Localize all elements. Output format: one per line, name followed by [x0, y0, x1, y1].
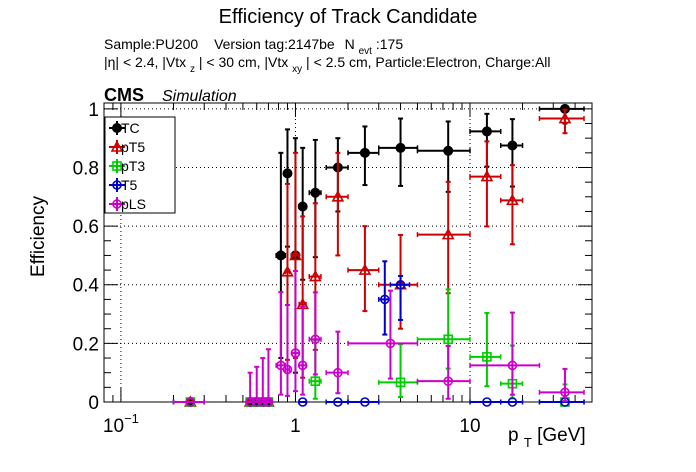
data-point — [297, 397, 308, 407]
data-point — [380, 294, 390, 305]
data-point — [289, 248, 302, 261]
data-point — [482, 352, 492, 362]
data-point — [385, 338, 396, 349]
data-point — [359, 147, 370, 158]
data-point — [331, 190, 345, 202]
data-point — [395, 279, 406, 290]
data-point — [263, 397, 274, 407]
x-axis-title-unit: [GeV] — [537, 425, 586, 446]
y-axis-title: Efficiency — [28, 196, 49, 277]
y-tick-label: 0.2 — [73, 334, 99, 355]
legend-label: pLS — [121, 196, 146, 212]
data-point — [282, 364, 293, 375]
legend-label: TC — [121, 120, 140, 136]
y-tick-label: 0 — [88, 393, 99, 414]
legend-entry-t5: T5 — [109, 177, 138, 193]
x-tick-label: 1 — [290, 416, 301, 437]
data-point — [507, 397, 518, 407]
tick-labels: 0 0.2 0.4 0.6 0.8 1 10−1 1 10 — [73, 100, 481, 437]
legend-entry-tc: TC — [109, 120, 140, 136]
data-point — [506, 193, 519, 206]
x-axis-title-sub: T — [524, 435, 532, 450]
legend-label: pT3 — [121, 158, 145, 174]
y-tick-label: 1 — [88, 100, 99, 121]
legend-marker — [112, 123, 122, 133]
subtitle-line-1: Sample:PU200 Version tag:2147be N evt :1… — [104, 36, 403, 57]
legend-entry-pt5: pT5 — [109, 139, 145, 155]
data-point — [185, 397, 196, 407]
data-point — [333, 367, 343, 378]
data-point — [282, 168, 293, 179]
data-point — [480, 169, 494, 182]
data-point — [308, 269, 322, 282]
version-label: Version tag:2147be — [214, 36, 335, 52]
cut-eta: |η| < 2.4, |Vtx — [104, 54, 186, 70]
chart-title: Efficiency of Track Candidate — [219, 6, 478, 28]
x-tick-label: 10 — [459, 416, 480, 437]
data-point — [358, 263, 372, 275]
nevt-label: N — [345, 36, 355, 52]
nevt-value: :175 — [376, 36, 403, 52]
legend-entry-pls: pLS — [109, 196, 146, 212]
data-point — [275, 250, 286, 261]
axis-ticks — [103, 103, 593, 403]
data-point — [290, 348, 301, 358]
data-series — [172, 103, 585, 407]
data-point — [310, 376, 321, 386]
data-point — [443, 145, 454, 156]
data-point — [507, 360, 518, 371]
data-point — [395, 142, 406, 153]
data-point — [395, 377, 406, 388]
nevt-sub: evt — [359, 46, 373, 57]
x-tick-label: 10−1 — [103, 411, 139, 437]
data-point — [441, 227, 455, 240]
sample-label: Sample:PU200 — [104, 36, 198, 52]
simulation-label: Simulation — [162, 88, 237, 105]
y-tick-label: 0.4 — [73, 276, 100, 297]
cms-label: CMS — [104, 85, 144, 105]
data-point — [297, 360, 308, 371]
legend-marker — [110, 140, 124, 152]
data-point — [281, 265, 294, 277]
legend: TC pT5 pT3 T5 pLS — [104, 116, 176, 214]
x-axis-title: p T [GeV] — [508, 425, 586, 452]
legend-label: T5 — [121, 177, 138, 193]
data-point — [310, 334, 321, 345]
cut-z-sub: z — [190, 64, 195, 75]
cut-rest: | < 2.5 cm, Particle:Electron, Charge:Al… — [306, 54, 550, 70]
data-point — [333, 397, 343, 407]
data-point — [360, 397, 370, 407]
data-point — [482, 397, 492, 407]
data-point — [443, 334, 453, 345]
data-point — [558, 111, 572, 124]
legend-marker — [112, 199, 122, 209]
data-point — [276, 360, 286, 371]
data-point — [297, 201, 308, 212]
legend-marker — [112, 180, 122, 190]
data-point — [443, 376, 453, 386]
x-axis-title-base: p — [508, 425, 519, 446]
y-tick-label: 0.6 — [73, 217, 99, 238]
legend-label: pT5 — [121, 139, 145, 155]
legend-marker — [112, 161, 122, 171]
data-point — [481, 126, 492, 137]
legend-entry-pt3: pT3 — [109, 158, 145, 174]
data-point — [560, 387, 570, 398]
series-pls — [172, 269, 585, 407]
data-point — [310, 187, 321, 198]
y-tick-label: 0.8 — [73, 158, 99, 179]
data-point — [507, 140, 518, 151]
subtitle-line-2: |η| < 2.4, |Vtx z | < 30 cm, |Vtx xy | <… — [104, 54, 551, 75]
cut-z: | < 30 cm, |Vtx — [199, 54, 288, 70]
cut-xy-sub: xy — [292, 64, 302, 75]
